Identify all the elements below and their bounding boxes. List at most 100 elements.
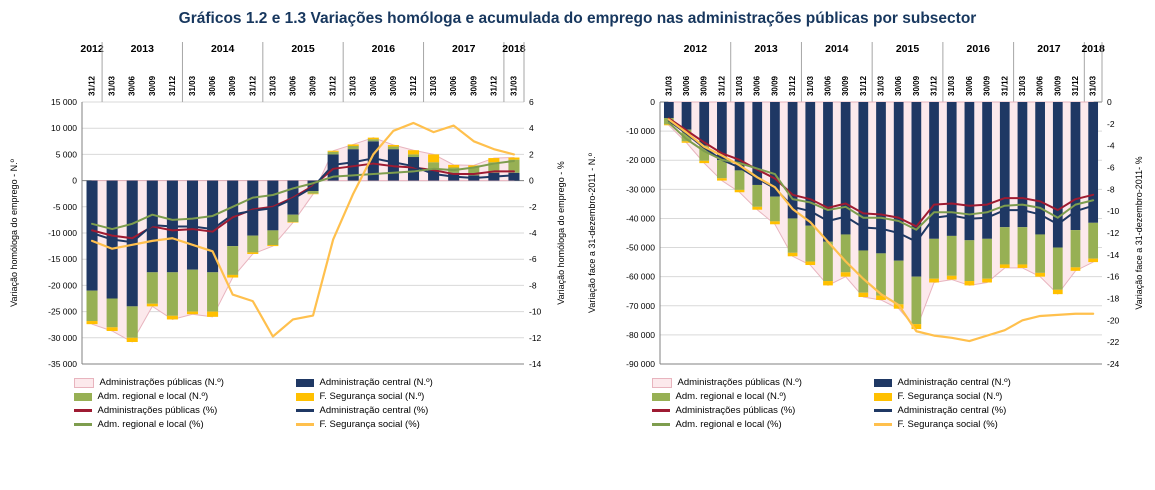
svg-text:31/03: 31/03 [429, 75, 438, 96]
legend-cumulative: Administrações públicas (N.º) Administraç… [651, 377, 1082, 430]
svg-text:2018: 2018 [502, 43, 526, 55]
svg-text:30/09: 30/09 [770, 75, 779, 96]
legend-item: F. Segurança social (%) [873, 419, 1070, 430]
svg-text:0: 0 [650, 97, 655, 107]
legend-label: Administração central (N.º) [319, 377, 433, 388]
svg-text:31/03: 31/03 [805, 75, 814, 96]
svg-text:0: 0 [1107, 97, 1112, 107]
svg-text:30/06: 30/06 [682, 75, 691, 96]
svg-text:31/12: 31/12 [167, 75, 176, 96]
svg-text:-18: -18 [1107, 294, 1120, 304]
svg-text:2017: 2017 [452, 43, 476, 55]
svg-text:31/03: 31/03 [876, 75, 885, 96]
svg-text:-60 000: -60 000 [626, 272, 655, 282]
svg-text:-6: -6 [529, 254, 537, 264]
svg-text:-24: -24 [1107, 359, 1120, 369]
svg-text:31/12: 31/12 [409, 75, 418, 96]
legend-homologous: Administrações públicas (N.º) Administraç… [73, 377, 504, 430]
legend-item: Administração central (%) [295, 405, 492, 416]
svg-text:-15 000: -15 000 [48, 254, 77, 264]
svg-text:-16: -16 [1107, 272, 1120, 282]
svg-text:2015: 2015 [895, 43, 919, 55]
legend-item: Administração central (N.º) [295, 377, 492, 388]
legend-swatch [873, 378, 892, 387]
legend-swatch [873, 392, 892, 401]
svg-text:30/09: 30/09 [982, 75, 991, 96]
svg-text:30/06: 30/06 [208, 75, 217, 96]
svg-text:2013: 2013 [130, 43, 154, 55]
homologous-variation-chart: 15 000 10 000 5 000 0 -5 000 -10 000 -15 000 -2… [9, 42, 566, 369]
legend-line-swatch [295, 409, 314, 412]
legend-line-swatch [651, 409, 670, 412]
svg-text:5 000: 5 000 [55, 149, 77, 159]
svg-text:30/09: 30/09 [841, 75, 850, 96]
cumulative-variation-chart: 0 -10 000 -20 000 -30 000 -40 000 -50 000 -60 … [587, 42, 1144, 369]
legend-item: Administrações públicas (%) [651, 405, 862, 416]
svg-text:30/09: 30/09 [308, 75, 317, 96]
svg-text:-8: -8 [529, 280, 537, 290]
svg-text:2012: 2012 [80, 43, 104, 55]
legend-item: Adm. regional e local (N.º) [73, 391, 284, 402]
svg-text:30/09: 30/09 [911, 75, 920, 96]
legend-label: F. Segurança social (%) [897, 419, 998, 430]
svg-text:-4: -4 [529, 228, 537, 238]
svg-text:31/03: 31/03 [268, 75, 277, 96]
legend-item: Administração central (N.º) [873, 377, 1070, 388]
legend-label: F. Segurança social (%) [319, 419, 420, 430]
legend-label: Administração central (%) [319, 405, 429, 416]
svg-text:31/03: 31/03 [107, 75, 116, 96]
svg-text:31/12: 31/12 [1070, 75, 1079, 96]
svg-text:31/03: 31/03 [188, 75, 197, 96]
svg-text:-20 000: -20 000 [626, 155, 655, 165]
svg-text:31/03: 31/03 [664, 75, 673, 96]
svg-text:-22: -22 [1107, 337, 1120, 347]
svg-text:2014: 2014 [210, 43, 234, 55]
legend-item: Administrações públicas (%) [73, 405, 284, 416]
legend-swatch [295, 392, 314, 401]
svg-text:31/12: 31/12 [328, 75, 337, 96]
svg-text:31/12: 31/12 [87, 75, 96, 96]
svg-text:31/12: 31/12 [248, 75, 257, 96]
legend-item: Administrações públicas (N.º) [73, 377, 284, 388]
svg-text:-10: -10 [529, 307, 542, 317]
legend-item: Administrações públicas (N.º) [651, 377, 862, 388]
svg-text:30/06: 30/06 [127, 75, 136, 96]
svg-text:-8: -8 [1107, 184, 1115, 194]
svg-text:Variação face a 31-dezembro-20: Variação face a 31-dezembro-2011- % [1134, 156, 1144, 309]
svg-text:-25 000: -25 000 [48, 307, 77, 317]
legend-item: F. Segurança social (%) [295, 419, 492, 430]
legend-line-swatch [73, 423, 92, 426]
charts-row: 15 000 10 000 5 000 0 -5 000 -10 000 -15 000 -2… [0, 32, 1155, 430]
svg-text:30/06: 30/06 [823, 75, 832, 96]
legend-item: Administração central (%) [873, 405, 1070, 416]
svg-text:30/09: 30/09 [469, 75, 478, 96]
legend-item: F. Segurança social (N.º) [873, 391, 1070, 402]
svg-text:Variação face a 31-dezembro-20: Variação face a 31-dezembro-2011 - N.º [587, 152, 597, 313]
svg-text:-14: -14 [529, 359, 542, 369]
svg-text:4: 4 [529, 123, 534, 133]
legend-label: Administrações públicas (N.º) [99, 377, 224, 388]
legend-swatch [651, 377, 672, 388]
svg-text:30/06: 30/06 [288, 75, 297, 96]
legend-line-swatch [651, 423, 670, 426]
svg-text:2012: 2012 [683, 43, 707, 55]
svg-text:-2: -2 [1107, 119, 1115, 129]
svg-text:31/12: 31/12 [788, 75, 797, 96]
svg-text:30/09: 30/09 [228, 75, 237, 96]
legend-label: Administrações públicas (%) [675, 405, 796, 416]
svg-text:15 000: 15 000 [51, 97, 77, 107]
legend-line-swatch [873, 423, 892, 426]
cumulative-chart-panel: 0 -10 000 -20 000 -30 000 -40 000 -50 000 -60 … [584, 32, 1150, 430]
svg-text:31/03: 31/03 [735, 75, 744, 96]
svg-text:-12: -12 [529, 333, 542, 343]
svg-text:-35 000: -35 000 [48, 359, 77, 369]
svg-text:2016: 2016 [371, 43, 395, 55]
svg-text:-40 000: -40 000 [626, 213, 655, 223]
legend-line-swatch [73, 409, 92, 412]
svg-text:-14: -14 [1107, 250, 1120, 260]
svg-text:2015: 2015 [291, 43, 315, 55]
svg-text:-6: -6 [1107, 163, 1115, 173]
legend-label: Adm. regional e local (%) [97, 419, 204, 430]
legend-item: F. Segurança social (N.º) [295, 391, 492, 402]
svg-text:-20: -20 [1107, 315, 1120, 325]
